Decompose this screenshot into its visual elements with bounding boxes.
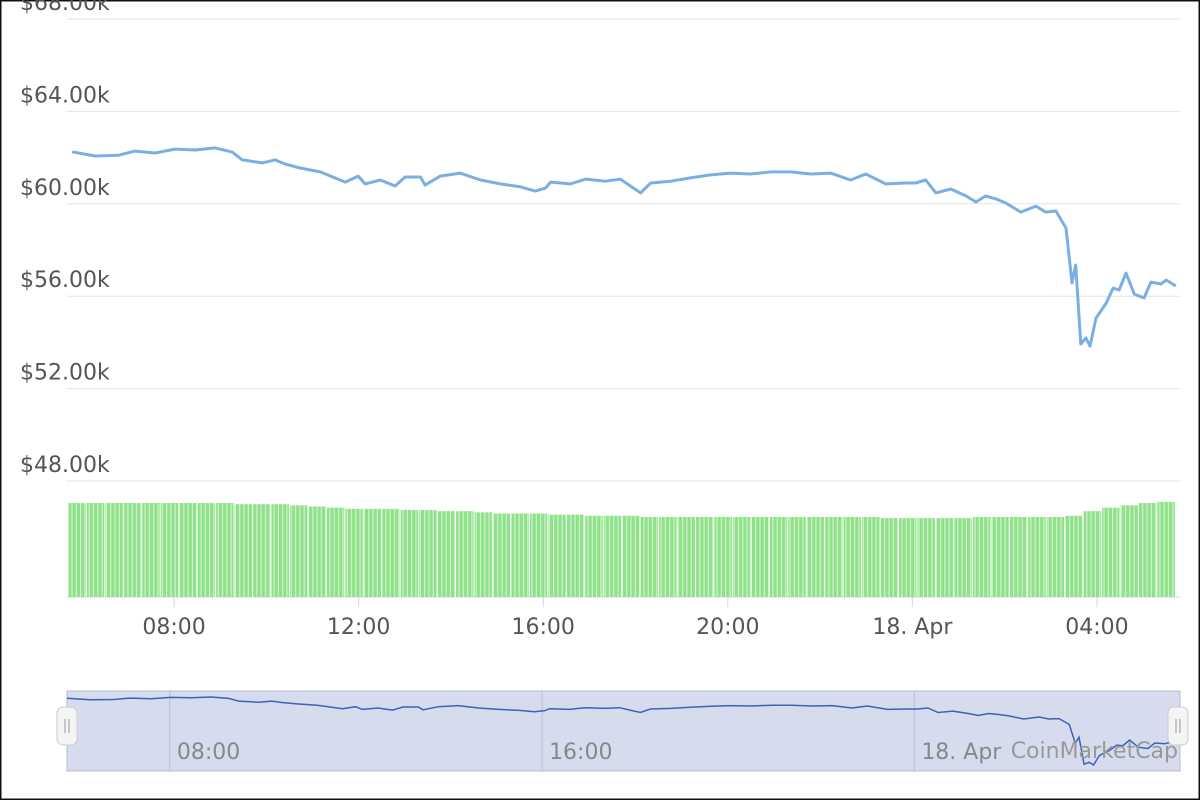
volume-bar <box>382 508 400 597</box>
volume-bar <box>160 503 179 597</box>
x-tick-label: 08:00 <box>142 615 205 640</box>
volume-bar <box>659 516 677 597</box>
volume-bar <box>732 516 751 597</box>
x-tick-label: 18. Apr <box>872 615 953 640</box>
volume-bar <box>1083 511 1102 597</box>
navigator-handle[interactable] <box>56 706 78 746</box>
volume-bar <box>972 516 991 597</box>
volume-bar <box>474 512 492 597</box>
y-tick-label: $64.00k <box>20 83 110 108</box>
volume-bar <box>714 516 732 597</box>
volume-bar <box>216 503 234 597</box>
volume-bar <box>603 515 622 597</box>
volume-bar <box>862 516 880 597</box>
volume-bar <box>1157 501 1175 597</box>
volume-bar <box>843 516 862 597</box>
volume-bar <box>825 516 843 597</box>
volume-bar <box>769 516 788 597</box>
volume-bar <box>585 515 603 597</box>
volume-bar <box>326 507 345 597</box>
volume-bar <box>511 513 529 597</box>
volume-bar <box>456 511 474 597</box>
y-tick-label: $68.00k <box>20 0 110 16</box>
x-tick-label: 20:00 <box>696 615 759 640</box>
navigator-tick-label: 16:00 <box>549 740 612 765</box>
volume-bar <box>234 504 252 597</box>
y-tick-label: $48.00k <box>20 453 110 478</box>
volume-bar <box>640 516 659 597</box>
x-tick-label: 12:00 <box>327 615 390 640</box>
volume-bars <box>68 481 1175 597</box>
volume-bar <box>345 508 363 597</box>
volume-bar <box>142 503 160 597</box>
navigator-tick-label: 18. Apr <box>921 740 1002 765</box>
volume-bar <box>68 503 86 597</box>
volume-bar <box>197 503 216 597</box>
volume-bar <box>529 513 548 597</box>
volume-bar <box>271 504 289 597</box>
price-line <box>71 146 1177 348</box>
y-tick-label: $56.00k <box>20 268 110 293</box>
watermark: CoinMarketCap <box>1011 739 1178 764</box>
navigator-line <box>66 696 1181 767</box>
navigator[interactable]: 08:00 16:00 18. Apr CoinMarketCap <box>56 690 1189 772</box>
volume-bar <box>289 505 308 597</box>
volume-bar <box>548 514 566 597</box>
volume-bar <box>695 516 714 597</box>
volume-bar <box>1028 516 1046 597</box>
plot <box>71 146 1177 348</box>
volume-bar <box>917 518 935 597</box>
volume-bar <box>1046 516 1065 597</box>
y-tick-label: $52.00k <box>20 361 110 386</box>
volume-bar <box>419 510 437 597</box>
y-tick-label: $60.00k <box>20 176 110 201</box>
volume-bar <box>677 516 695 597</box>
volume-bar <box>991 516 1009 597</box>
volume-bar <box>899 518 917 597</box>
x-tick-label: 04:00 <box>1065 615 1128 640</box>
volume-bar <box>1138 503 1157 597</box>
volume-bar <box>788 516 806 597</box>
volume-bar <box>86 503 105 597</box>
volume-bar <box>400 510 419 597</box>
volume-bar <box>105 503 123 597</box>
navigator-handle[interactable] <box>1167 706 1189 746</box>
navigator-tick-label: 08:00 <box>177 740 240 765</box>
x-tick-label: 16:00 <box>512 615 575 640</box>
volume-bar <box>954 518 972 597</box>
volume-bar <box>1102 507 1120 597</box>
